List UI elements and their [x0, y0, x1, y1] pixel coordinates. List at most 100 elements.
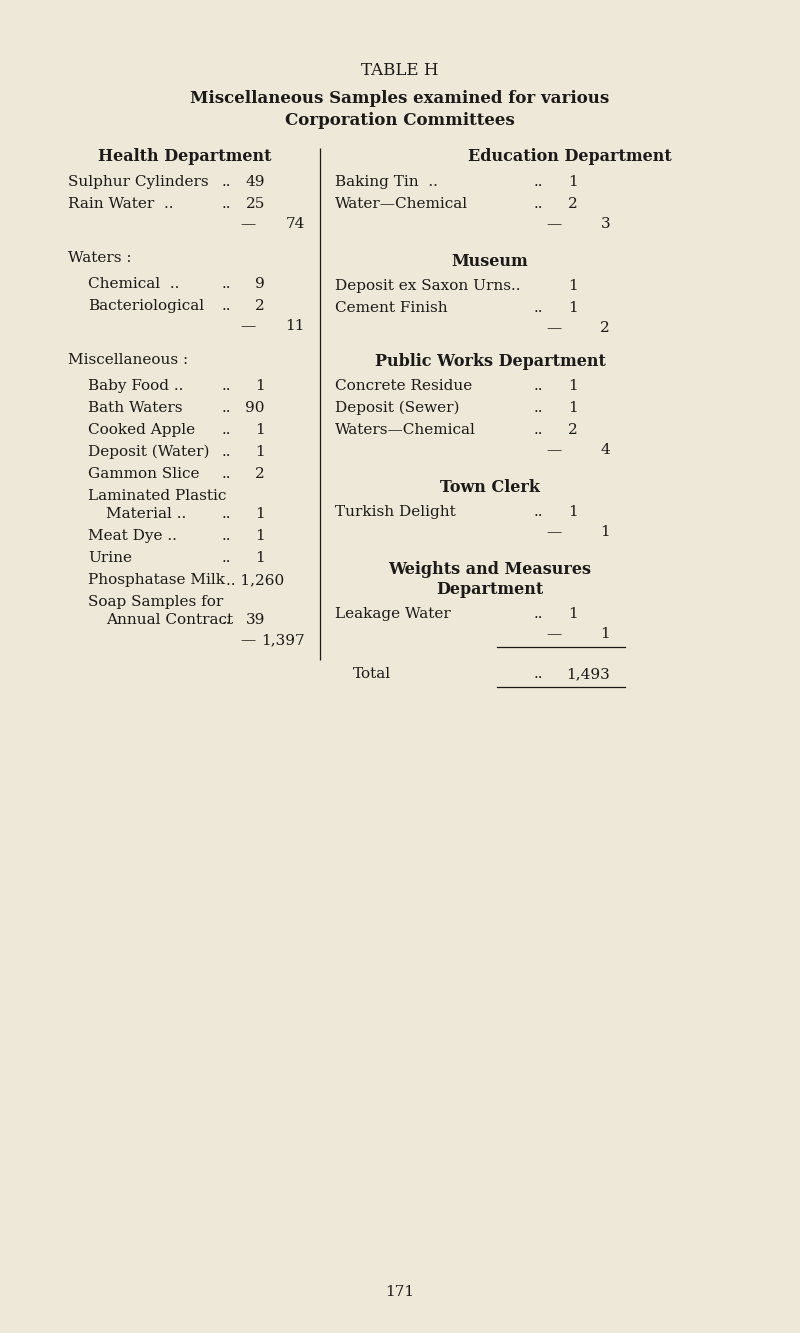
Text: ..: .. — [222, 551, 230, 565]
Text: Deposit ex Saxon Urns..: Deposit ex Saxon Urns.. — [335, 279, 521, 293]
Text: ..: .. — [222, 197, 230, 211]
Text: 11: 11 — [286, 319, 305, 333]
Text: 1: 1 — [568, 607, 578, 621]
Text: Department: Department — [436, 581, 544, 599]
Text: Deposit (Water): Deposit (Water) — [88, 445, 210, 460]
Text: 1,397: 1,397 — [262, 633, 305, 647]
Text: 1: 1 — [600, 627, 610, 641]
Text: 1: 1 — [255, 445, 265, 459]
Text: ..: .. — [534, 666, 542, 681]
Text: Urine: Urine — [88, 551, 132, 565]
Text: TABLE H: TABLE H — [362, 63, 438, 79]
Text: 1: 1 — [568, 301, 578, 315]
Text: Phosphatase Milk: Phosphatase Milk — [88, 573, 225, 587]
Text: Deposit (Sewer): Deposit (Sewer) — [335, 401, 459, 416]
Text: 1: 1 — [255, 423, 265, 437]
Text: —: — — [546, 217, 562, 231]
Text: 49: 49 — [246, 175, 265, 189]
Text: 1: 1 — [568, 505, 578, 519]
Text: 1: 1 — [255, 551, 265, 565]
Text: Concrete Residue: Concrete Residue — [335, 379, 472, 393]
Text: 3: 3 — [600, 217, 610, 231]
Text: 1: 1 — [255, 379, 265, 393]
Text: Water—Chemical: Water—Chemical — [335, 197, 468, 211]
Text: ..: .. — [222, 299, 230, 313]
Text: ..: .. — [534, 423, 542, 437]
Text: ..: .. — [222, 423, 230, 437]
Text: Town Clerk: Town Clerk — [440, 479, 540, 496]
Text: Museum: Museum — [452, 253, 528, 271]
Text: ..: .. — [222, 445, 230, 459]
Text: —: — — [240, 217, 256, 231]
Text: Waters :: Waters : — [68, 251, 132, 265]
Text: Corporation Committees: Corporation Committees — [285, 112, 515, 129]
Text: 171: 171 — [386, 1285, 414, 1298]
Text: ..: .. — [222, 401, 230, 415]
Text: 1: 1 — [255, 529, 265, 543]
Text: Baking Tin  ..: Baking Tin .. — [335, 175, 438, 189]
Text: ..: .. — [222, 175, 230, 189]
Text: Education Department: Education Department — [468, 148, 672, 165]
Text: 1: 1 — [568, 279, 578, 293]
Text: ..: .. — [222, 613, 230, 627]
Text: 2: 2 — [255, 299, 265, 313]
Text: ..: .. — [222, 507, 230, 521]
Text: Miscellaneous :: Miscellaneous : — [68, 353, 188, 367]
Text: Baby Food ..: Baby Food .. — [88, 379, 183, 393]
Text: Miscellaneous Samples examined for various: Miscellaneous Samples examined for vario… — [190, 91, 610, 107]
Text: 2: 2 — [568, 423, 578, 437]
Text: Rain Water  ..: Rain Water .. — [68, 197, 174, 211]
Text: Laminated Plastic: Laminated Plastic — [88, 489, 226, 503]
Text: ..: .. — [534, 301, 542, 315]
Text: ..: .. — [534, 401, 542, 415]
Text: Total: Total — [353, 666, 391, 681]
Text: ..: .. — [534, 175, 542, 189]
Text: 2: 2 — [568, 197, 578, 211]
Text: ..: .. — [534, 379, 542, 393]
Text: 1: 1 — [568, 175, 578, 189]
Text: 2: 2 — [255, 467, 265, 481]
Text: ..: .. — [534, 607, 542, 621]
Text: —: — — [240, 319, 256, 333]
Text: Chemical  ..: Chemical .. — [88, 277, 179, 291]
Text: Weights and Measures: Weights and Measures — [389, 561, 591, 579]
Text: Soap Samples for: Soap Samples for — [88, 595, 223, 609]
Text: 25: 25 — [246, 197, 265, 211]
Text: Gammon Slice: Gammon Slice — [88, 467, 199, 481]
Text: Turkish Delight: Turkish Delight — [335, 505, 456, 519]
Text: 39: 39 — [246, 613, 265, 627]
Text: 4: 4 — [600, 443, 610, 457]
Text: ..: .. — [222, 277, 230, 291]
Text: 1: 1 — [600, 525, 610, 539]
Text: ..: .. — [222, 467, 230, 481]
Text: .. 1,260: .. 1,260 — [226, 573, 284, 587]
Text: 90: 90 — [246, 401, 265, 415]
Text: 1: 1 — [255, 507, 265, 521]
Text: 74: 74 — [286, 217, 305, 231]
Text: 1: 1 — [568, 401, 578, 415]
Text: Bacteriological: Bacteriological — [88, 299, 204, 313]
Text: 1,493: 1,493 — [566, 666, 610, 681]
Text: Sulphur Cylinders: Sulphur Cylinders — [68, 175, 209, 189]
Text: Health Department: Health Department — [98, 148, 272, 165]
Text: ..: .. — [222, 529, 230, 543]
Text: —: — — [546, 321, 562, 335]
Text: ..: .. — [222, 379, 230, 393]
Text: —: — — [546, 525, 562, 539]
Text: —: — — [546, 627, 562, 641]
Text: Bath Waters: Bath Waters — [88, 401, 182, 415]
Text: Cooked Apple: Cooked Apple — [88, 423, 195, 437]
Text: 2: 2 — [600, 321, 610, 335]
Text: —: — — [546, 443, 562, 457]
Text: Meat Dye ..: Meat Dye .. — [88, 529, 177, 543]
Text: Material ..: Material .. — [106, 507, 186, 521]
Text: Waters—Chemical: Waters—Chemical — [335, 423, 476, 437]
Text: ..: .. — [534, 197, 542, 211]
Text: —: — — [240, 633, 256, 647]
Text: Annual Contract: Annual Contract — [106, 613, 233, 627]
Text: Leakage Water: Leakage Water — [335, 607, 450, 621]
Text: 1: 1 — [568, 379, 578, 393]
Text: ..: .. — [534, 505, 542, 519]
Text: 9: 9 — [255, 277, 265, 291]
Text: Cement Finish: Cement Finish — [335, 301, 448, 315]
